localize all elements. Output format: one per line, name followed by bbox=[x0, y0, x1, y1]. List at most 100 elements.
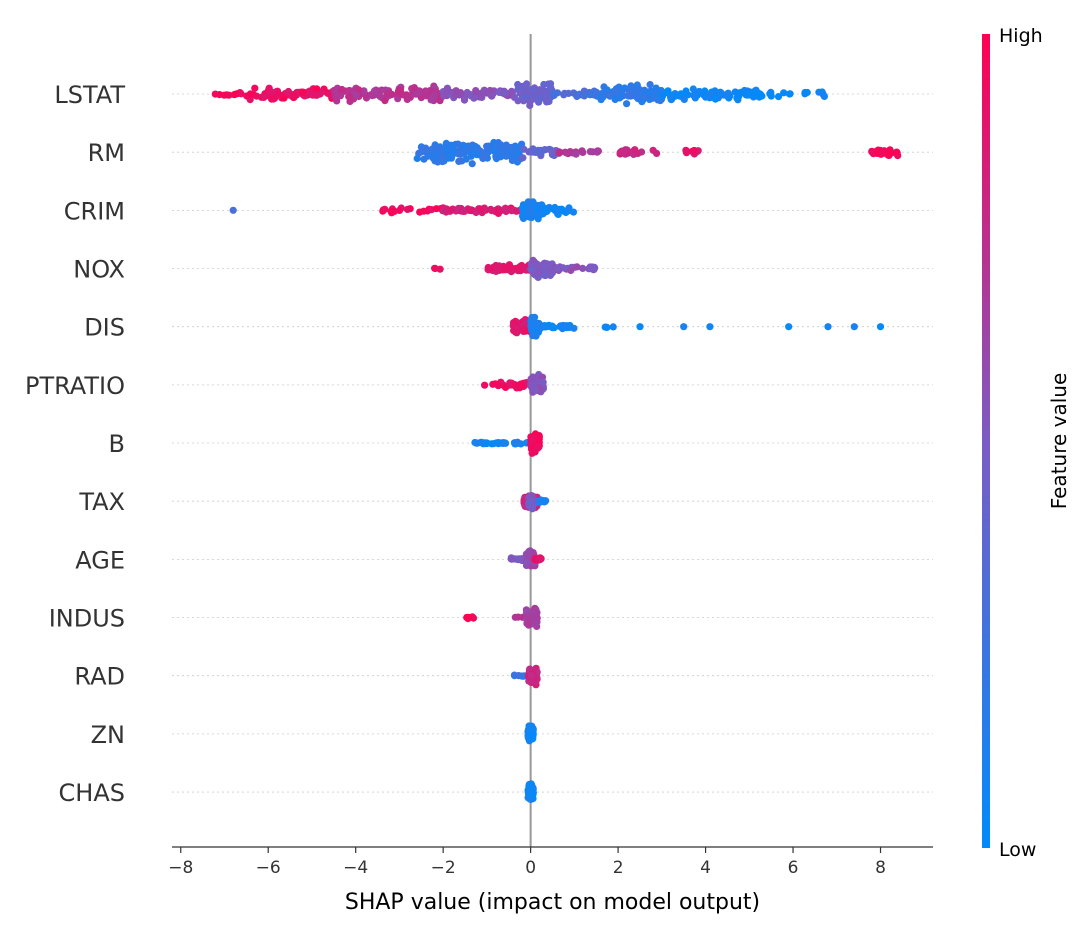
shap-point bbox=[553, 206, 562, 215]
shap-point bbox=[299, 88, 307, 96]
shap-point bbox=[418, 148, 426, 156]
shap-point bbox=[636, 323, 644, 331]
shap-point bbox=[573, 263, 581, 271]
shap-point bbox=[682, 87, 690, 95]
shap-point bbox=[455, 91, 463, 99]
shap-point bbox=[536, 556, 544, 564]
shap-point bbox=[527, 732, 535, 741]
shap-point bbox=[403, 92, 412, 100]
shap-point bbox=[463, 613, 471, 622]
shap-point bbox=[706, 91, 714, 99]
shap-point bbox=[442, 147, 450, 155]
feature-label-zn: ZN bbox=[91, 721, 125, 749]
shap-point bbox=[535, 436, 543, 444]
shap-point bbox=[415, 89, 423, 97]
shap-point bbox=[525, 213, 533, 221]
shap-point bbox=[455, 157, 463, 165]
shap-point bbox=[529, 86, 537, 94]
feature-label-indus: INDUS bbox=[49, 605, 125, 633]
shap-point bbox=[492, 439, 500, 447]
shap-point bbox=[508, 156, 516, 165]
shap-point bbox=[477, 91, 485, 99]
shap-point bbox=[567, 266, 575, 274]
shap-point bbox=[517, 326, 525, 334]
shap-point bbox=[649, 146, 657, 154]
shap-point bbox=[868, 148, 876, 156]
shap-point bbox=[413, 154, 421, 163]
shap-point bbox=[527, 671, 535, 680]
shap-point bbox=[512, 265, 521, 273]
shap-point bbox=[711, 87, 719, 95]
shap-point bbox=[280, 94, 288, 102]
shap-point bbox=[580, 92, 588, 100]
shap-point bbox=[536, 148, 545, 156]
shap-point bbox=[489, 380, 497, 388]
x-tick-label: 0 bbox=[525, 858, 536, 878]
colorbar-high-label: High bbox=[999, 25, 1043, 47]
shap-point bbox=[268, 95, 276, 103]
shap-point bbox=[527, 497, 535, 505]
shap-point bbox=[519, 154, 527, 162]
x-axis-label: SHAP value (impact on model output) bbox=[345, 890, 760, 915]
shap-point bbox=[733, 94, 742, 102]
shap-point bbox=[550, 91, 559, 99]
shap-point bbox=[652, 84, 660, 92]
shap-point bbox=[586, 91, 594, 99]
shap-point bbox=[524, 619, 532, 628]
shap-point bbox=[818, 89, 826, 97]
shap-point bbox=[336, 92, 345, 100]
shap-point bbox=[876, 323, 885, 331]
shap-point bbox=[706, 323, 714, 331]
shap-point bbox=[519, 205, 527, 213]
shap-point bbox=[524, 198, 532, 206]
shap-point bbox=[528, 449, 536, 457]
shap-point bbox=[229, 206, 237, 214]
shap-point bbox=[368, 92, 376, 100]
shap-point bbox=[586, 148, 594, 156]
shap-point bbox=[632, 92, 640, 100]
shap-point bbox=[472, 439, 480, 447]
shap-point bbox=[442, 206, 450, 214]
shap-point bbox=[499, 149, 507, 157]
shap-point bbox=[638, 98, 646, 106]
shap-point bbox=[246, 90, 254, 98]
shap-point bbox=[490, 147, 498, 155]
shap-point bbox=[460, 94, 469, 102]
shap-point bbox=[462, 155, 470, 163]
shap-point bbox=[316, 90, 324, 98]
shap-point bbox=[283, 89, 291, 97]
shap-point bbox=[785, 90, 794, 98]
feature-label-crim: CRIM bbox=[64, 197, 125, 225]
shap-point bbox=[625, 88, 634, 96]
shap-point bbox=[251, 84, 259, 92]
shap-point bbox=[422, 92, 430, 100]
shap-point bbox=[529, 549, 537, 557]
shap-point bbox=[528, 266, 536, 274]
shap-point bbox=[463, 88, 471, 97]
shap-point bbox=[617, 92, 625, 100]
shap-point bbox=[525, 787, 534, 795]
shap-point bbox=[556, 148, 564, 156]
shap-point bbox=[578, 147, 586, 155]
feature-label-ptratio: PTRATIO bbox=[25, 372, 125, 400]
feature-label-b: B bbox=[109, 430, 125, 458]
shap-point bbox=[432, 205, 440, 213]
shap-point bbox=[535, 98, 543, 106]
shap-point bbox=[265, 84, 273, 92]
shap-point bbox=[803, 88, 811, 97]
shap-point bbox=[529, 726, 537, 734]
shap-point bbox=[514, 80, 522, 89]
shap-point bbox=[338, 85, 346, 94]
shap-point bbox=[731, 88, 739, 96]
feature-label-age: AGE bbox=[75, 546, 125, 574]
shap-point bbox=[471, 147, 479, 155]
shap-point bbox=[501, 89, 509, 97]
shap-point bbox=[682, 146, 690, 154]
shap-point bbox=[388, 90, 396, 99]
shap-point bbox=[524, 614, 532, 622]
shap-point bbox=[598, 92, 606, 100]
feature-label-lstat: LSTAT bbox=[54, 81, 125, 109]
shap-point bbox=[502, 383, 510, 391]
shap-point bbox=[479, 154, 487, 163]
shap-point bbox=[541, 207, 549, 215]
